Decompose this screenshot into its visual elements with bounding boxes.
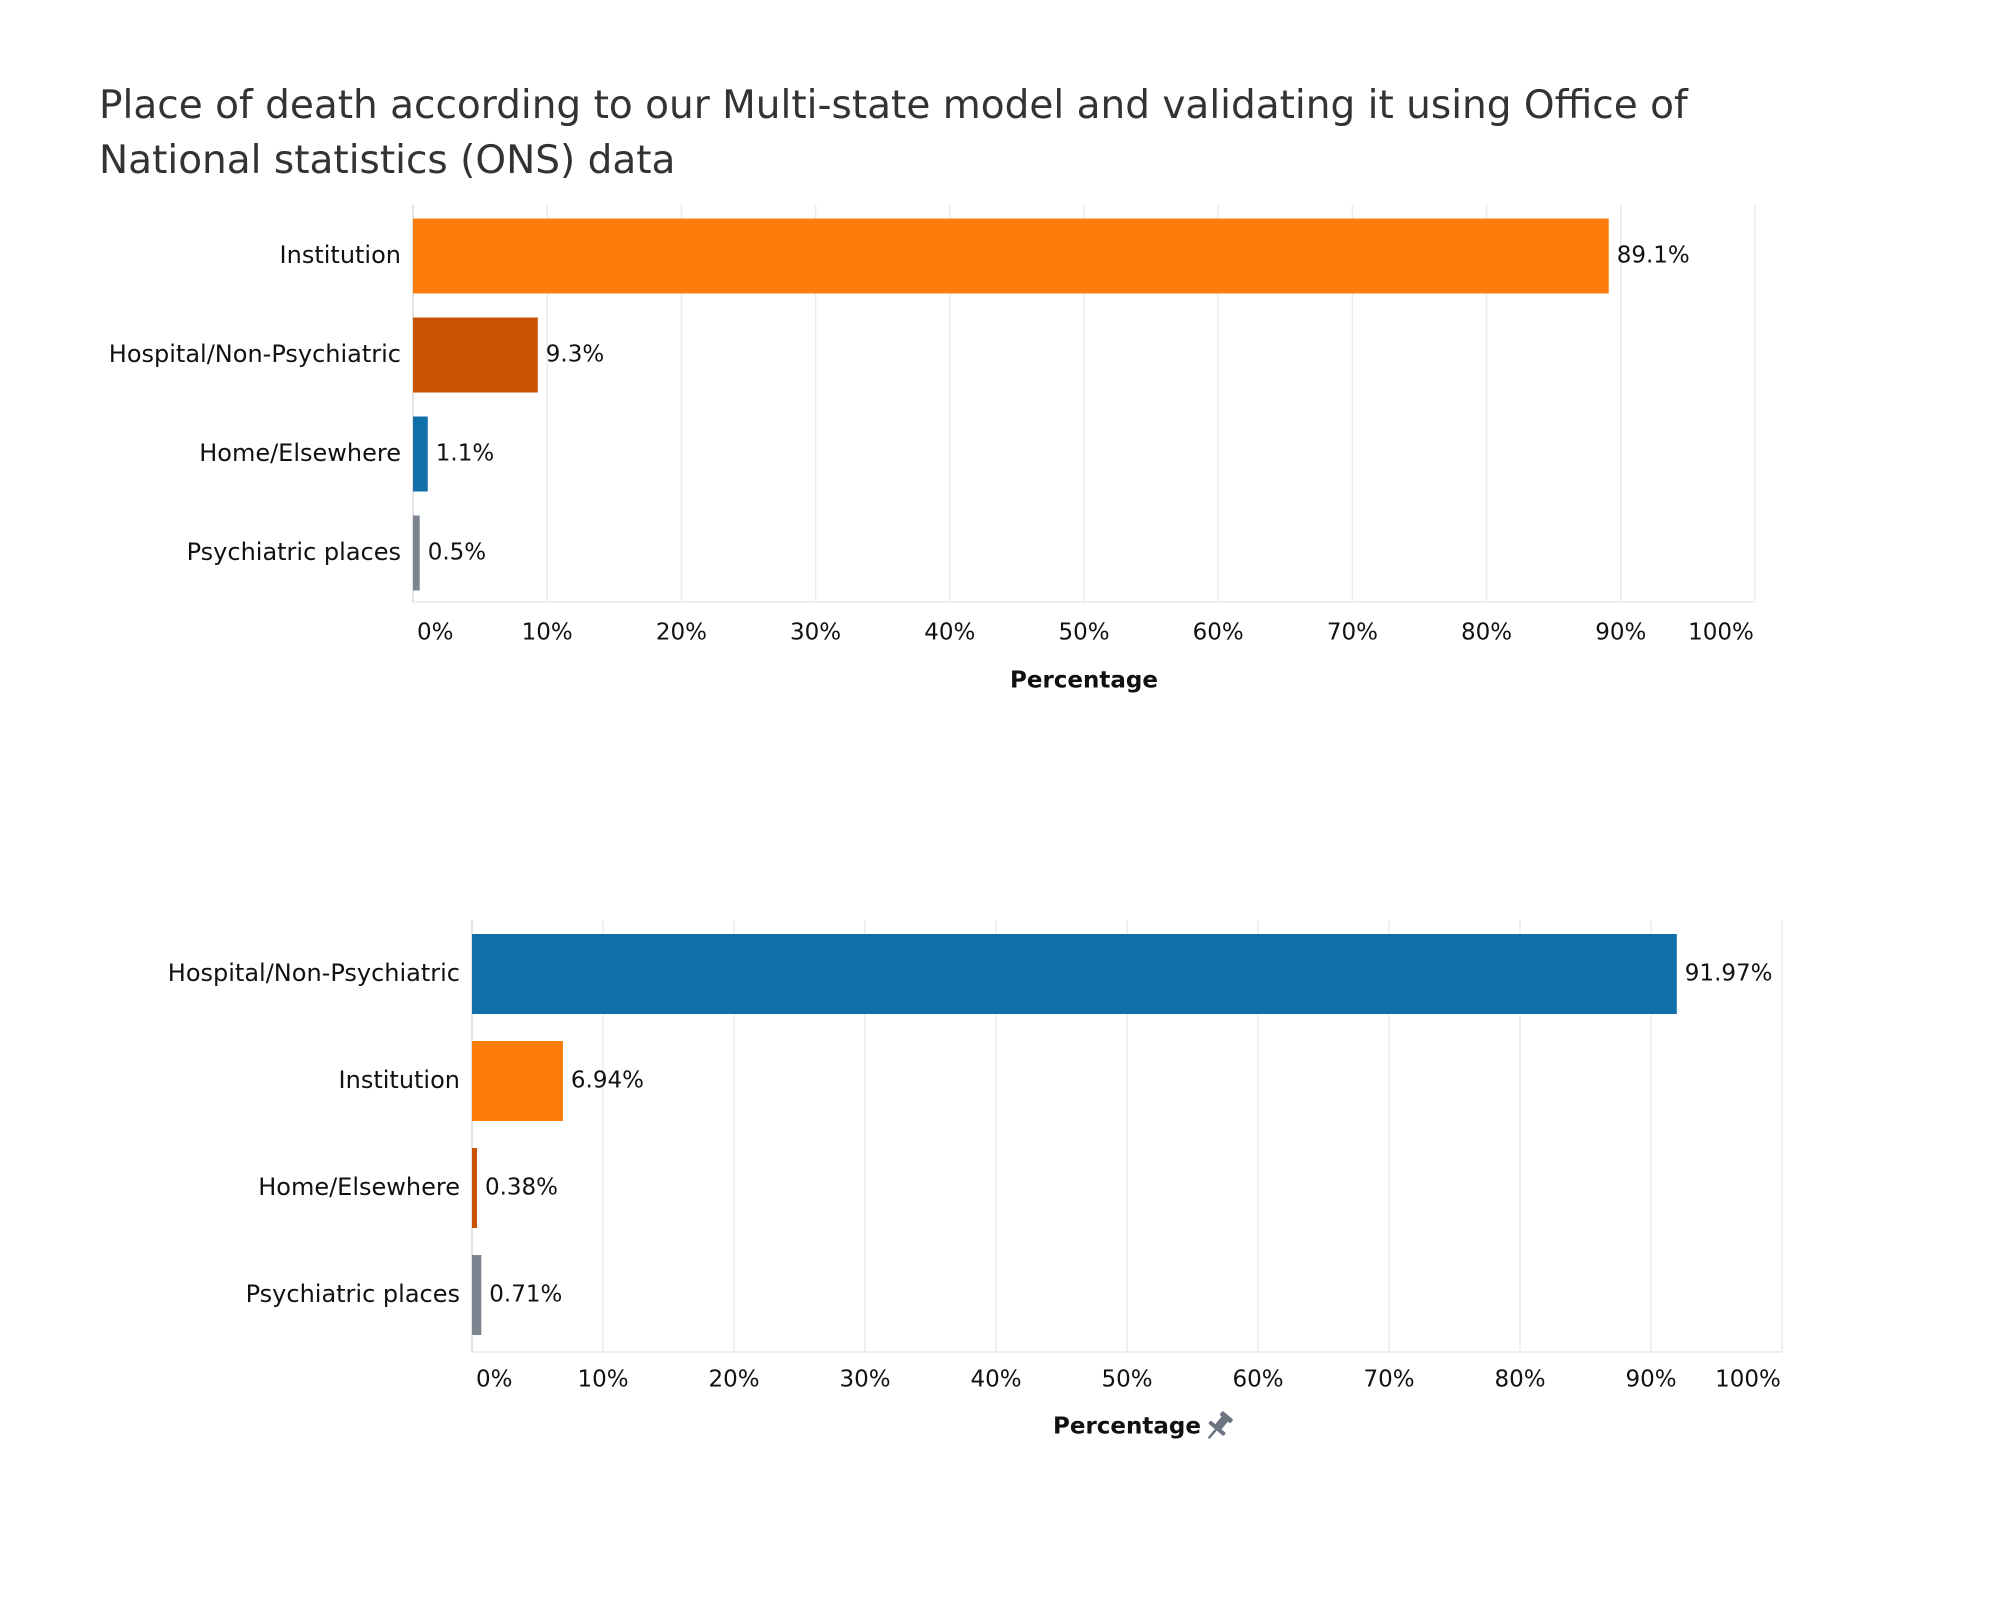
x-tick-label: 100%: [1688, 620, 1754, 646]
x-tick-label: 60%: [1232, 1367, 1283, 1393]
x-tick-label: 50%: [1101, 1367, 1152, 1393]
x-tick-label: 70%: [1363, 1367, 1414, 1393]
data-label: 0.71%: [489, 1282, 562, 1308]
category-label: Psychiatric places: [246, 1280, 460, 1308]
bar-chart-model: Institution 89.1% Hospital/Non-Psychiatric…: [109, 205, 1756, 694]
bar-chart-ons: Hospital/Non-Psychiatric 91.97% Institutio…: [168, 920, 1783, 1440]
bar-hospital-non-psychiatric: [413, 317, 538, 393]
category-label: Hospital/Non-Psychiatric: [168, 959, 460, 987]
chart-title: Place of death according to our Multi-st…: [99, 83, 1688, 183]
x-tick-label: 50%: [1058, 620, 1109, 646]
pin-icon: [1207, 1411, 1233, 1440]
category-label: Hospital/Non-Psychiatric: [109, 340, 401, 368]
data-label: 9.3%: [546, 342, 604, 368]
category-label: Institution: [280, 241, 401, 269]
x-tick-label: 40%: [970, 1367, 1021, 1393]
data-label: 1.1%: [436, 441, 494, 467]
category-label: Home/Elsewhere: [258, 1173, 460, 1201]
bar-home-elsewhere: [413, 416, 428, 492]
x-tick-label: 0%: [476, 1367, 513, 1393]
x-tick-label: 30%: [839, 1367, 890, 1393]
category-label: Psychiatric places: [187, 538, 401, 566]
x-tick-label: 80%: [1461, 620, 1512, 646]
pin-icon-head: [1220, 1411, 1233, 1423]
bar-home-elsewhere: [472, 1148, 477, 1228]
x-tick-label: 40%: [924, 620, 975, 646]
category-label: Institution: [339, 1066, 460, 1094]
bar-hospital-non-psychiatric: [472, 934, 1677, 1014]
x-tick-label: 90%: [1625, 1367, 1676, 1393]
bar-psychiatric-places: [472, 1255, 482, 1335]
x-tick-label: 30%: [790, 620, 841, 646]
pin-icon-needle: [1207, 1429, 1217, 1440]
x-tick-label: 100%: [1715, 1367, 1781, 1393]
x-tick-label: 10%: [522, 620, 573, 646]
data-label: 89.1%: [1617, 243, 1690, 269]
data-label: 91.97%: [1685, 961, 1773, 987]
data-label: 6.94%: [571, 1068, 644, 1094]
x-tick-label: 0%: [417, 620, 454, 646]
pin-icon-body: [1214, 1415, 1229, 1431]
x-tick-label: 10%: [577, 1367, 628, 1393]
x-axis-title: Percentage: [1010, 668, 1158, 694]
x-axis-title: Percentage: [1053, 1414, 1201, 1440]
category-label: Home/Elsewhere: [199, 439, 401, 467]
bar-institution: [413, 218, 1609, 294]
data-label: 0.38%: [485, 1175, 558, 1201]
x-tick-label: 20%: [656, 620, 707, 646]
x-tick-label: 20%: [708, 1367, 759, 1393]
bar-psychiatric-places: [413, 515, 420, 591]
x-tick-label: 90%: [1595, 620, 1646, 646]
x-tick-label: 60%: [1193, 620, 1244, 646]
pin-icon-base: [1208, 1420, 1226, 1436]
bar-institution: [472, 1041, 563, 1121]
x-tick-label: 80%: [1494, 1367, 1545, 1393]
x-tick-label: 70%: [1327, 620, 1378, 646]
data-label: 0.5%: [428, 540, 486, 566]
